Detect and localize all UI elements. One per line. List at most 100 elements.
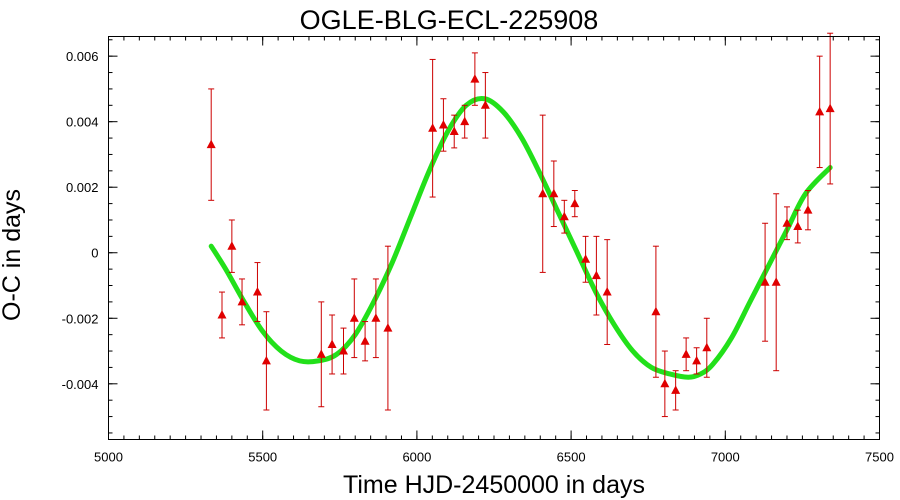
triangle-marker: [581, 254, 591, 263]
data-point: [470, 52, 480, 106]
triangle-marker: [261, 355, 271, 365]
y-tick-label: 0.006: [66, 49, 99, 64]
data-point: [825, 32, 835, 185]
data-point: [793, 209, 803, 244]
x-tick-label: 5000: [94, 450, 123, 465]
triangle-marker: [602, 287, 612, 296]
x-axis-label: Time HJD-2450000 in days: [343, 471, 645, 499]
triangle-marker: [371, 313, 381, 322]
data-point: [702, 317, 712, 378]
triangle-marker: [660, 378, 670, 388]
triangle-marker: [702, 342, 712, 352]
y-tick-label: 0.004: [66, 115, 99, 130]
triangle-marker: [825, 103, 835, 113]
data-point: [252, 262, 262, 323]
triangle-marker: [227, 241, 237, 250]
y-tick-label: -0.004: [62, 377, 99, 392]
triangle-marker: [460, 116, 470, 126]
data-points-layer: [206, 32, 835, 418]
data-point: [803, 189, 813, 231]
data-point: [206, 88, 216, 201]
triangle-marker: [360, 336, 370, 345]
y-axis-ticks: -0.004 -0.002 0 0.002 0.004 0.006: [62, 49, 880, 392]
triangle-marker: [349, 313, 359, 322]
data-point: [480, 72, 490, 139]
data-point: [782, 206, 792, 241]
triangle-marker: [339, 346, 349, 355]
triangle-marker: [327, 339, 337, 348]
triangle-marker: [591, 270, 601, 280]
y-tick-label: -0.002: [62, 311, 99, 326]
data-point: [591, 235, 601, 316]
triangle-marker: [438, 119, 448, 129]
triangle-marker: [538, 188, 548, 198]
triangle-marker: [793, 221, 803, 231]
x-tick-label: 7000: [711, 450, 740, 465]
plot-frame: [108, 36, 880, 440]
triangle-marker: [760, 277, 770, 286]
data-point: [428, 58, 438, 198]
data-point: [371, 278, 381, 359]
triangle-marker: [449, 126, 459, 136]
triangle-marker: [815, 106, 825, 116]
data-point: [227, 219, 237, 273]
data-point: [360, 321, 370, 362]
data-point: [760, 222, 770, 342]
data-point: [681, 337, 691, 372]
data-point: [651, 245, 661, 378]
triangle-marker: [692, 355, 702, 365]
y-tick-label: 0: [91, 246, 98, 261]
triangle-marker: [217, 309, 227, 319]
data-point: [602, 239, 612, 345]
triangle-marker: [803, 205, 813, 214]
fit-curve: [208, 95, 833, 380]
x-tick-label: 6000: [402, 450, 431, 465]
triangle-marker: [428, 123, 438, 132]
data-point: [316, 301, 326, 408]
data-point: [449, 114, 459, 149]
data-point: [559, 199, 569, 234]
chart-title: OGLE-BLG-ECL-225908: [300, 5, 599, 35]
triangle-marker: [771, 277, 781, 286]
data-point: [438, 98, 448, 152]
triangle-marker: [681, 349, 691, 358]
data-point: [349, 278, 359, 359]
x-axis-ticks: 5000 5500 6000 6500 7000 7500: [94, 36, 894, 465]
data-point: [261, 311, 271, 411]
data-point: [815, 55, 825, 169]
data-point: [339, 327, 349, 375]
x-tick-label: 5500: [248, 450, 277, 465]
triangle-marker: [470, 74, 480, 83]
y-tick-label: 0.002: [66, 180, 99, 195]
triangle-marker: [252, 287, 262, 296]
data-point: [671, 370, 681, 411]
data-point: [460, 104, 470, 139]
triangle-marker: [237, 296, 247, 306]
triangle-marker: [782, 218, 792, 227]
triangle-marker: [480, 100, 490, 109]
triangle-marker: [316, 349, 326, 358]
data-point: [660, 350, 670, 418]
data-point: [771, 193, 781, 372]
triangle-marker: [549, 188, 559, 198]
data-point: [570, 189, 580, 218]
x-tick-label: 7500: [865, 450, 894, 465]
triangle-marker: [570, 198, 580, 208]
data-point: [327, 314, 337, 375]
triangle-marker: [651, 306, 661, 316]
data-point: [549, 160, 559, 228]
data-point: [217, 291, 227, 339]
triangle-marker: [383, 323, 393, 332]
triangle-marker: [559, 211, 569, 221]
data-point: [237, 278, 247, 326]
data-point: [581, 235, 591, 283]
x-tick-label: 6500: [557, 450, 586, 465]
y-axis-label: O-C in days: [0, 189, 26, 321]
fit-curve-layer: [208, 95, 833, 380]
triangle-marker: [671, 385, 681, 394]
triangle-marker: [206, 139, 216, 149]
data-point: [538, 114, 548, 273]
data-point: [383, 245, 393, 411]
